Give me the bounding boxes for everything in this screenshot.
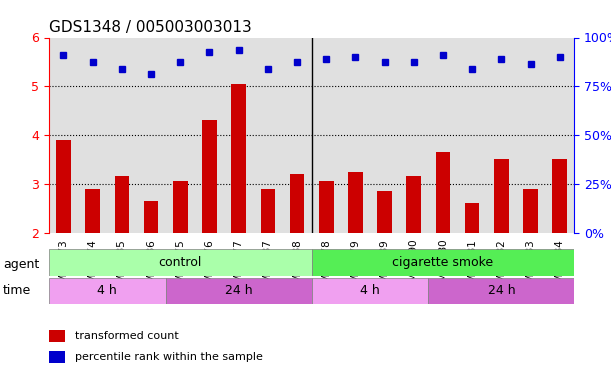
Text: 4 h: 4 h	[360, 284, 380, 297]
Text: 24 h: 24 h	[488, 284, 515, 297]
Text: 24 h: 24 h	[225, 284, 252, 297]
Bar	[56, 140, 71, 232]
Bar	[494, 159, 508, 232]
Bar	[552, 159, 567, 232]
FancyBboxPatch shape	[428, 278, 574, 304]
Bar	[290, 174, 304, 232]
Bar	[436, 152, 450, 232]
Text: percentile rank within the sample: percentile rank within the sample	[75, 352, 263, 362]
FancyBboxPatch shape	[312, 249, 574, 276]
Text: GDS1348 / 005003003013: GDS1348 / 005003003013	[49, 20, 252, 35]
Text: 4 h: 4 h	[97, 284, 117, 297]
Bar	[523, 189, 538, 232]
Bar	[348, 172, 363, 232]
Bar	[406, 177, 421, 232]
Bar	[260, 189, 275, 232]
Bar	[114, 177, 129, 232]
Text: cigarette smoke: cigarette smoke	[392, 256, 494, 269]
Text: control: control	[159, 256, 202, 269]
Text: time: time	[3, 284, 31, 297]
Bar	[49, 351, 65, 363]
Bar	[377, 191, 392, 232]
Bar	[86, 189, 100, 232]
Text: agent: agent	[3, 258, 39, 271]
Bar	[319, 182, 334, 232]
Bar	[49, 330, 65, 342]
Bar	[173, 182, 188, 232]
FancyBboxPatch shape	[312, 278, 428, 304]
FancyBboxPatch shape	[49, 249, 312, 276]
Bar	[202, 120, 217, 232]
FancyBboxPatch shape	[166, 278, 312, 304]
FancyBboxPatch shape	[49, 278, 166, 304]
Bar	[232, 84, 246, 232]
Bar	[144, 201, 158, 232]
Text: transformed count: transformed count	[75, 331, 179, 341]
Bar	[465, 203, 480, 232]
